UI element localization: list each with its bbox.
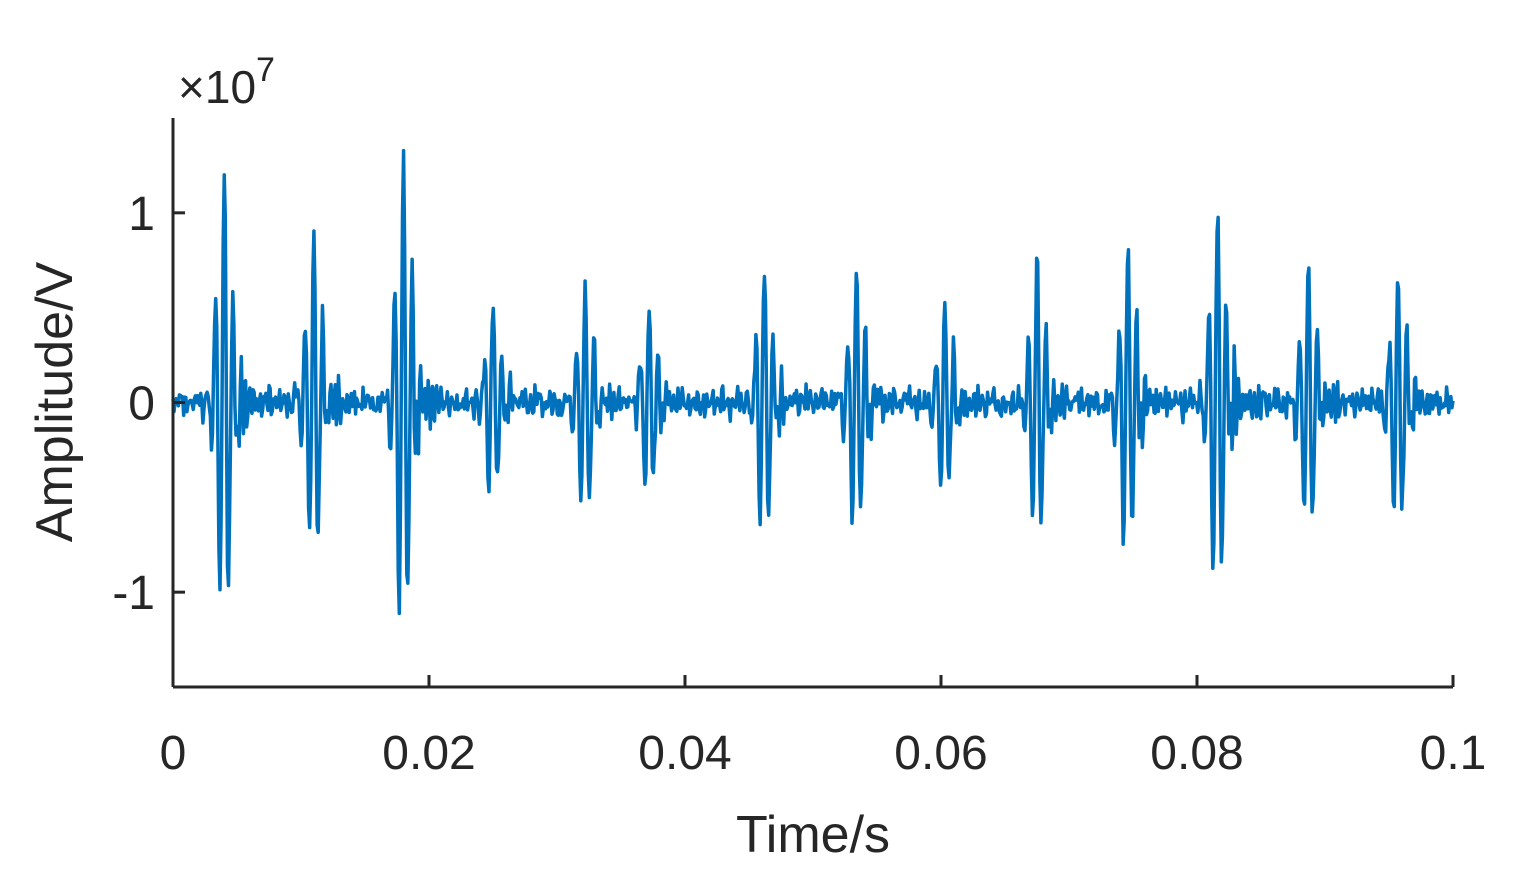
plot-area bbox=[171, 148, 1455, 616]
signal-line bbox=[171, 148, 1455, 616]
x-tick-label: 0.02 bbox=[382, 727, 475, 780]
y-tick-label: 0 bbox=[128, 378, 155, 431]
x-tick-label: 0.1 bbox=[1420, 727, 1487, 780]
x-tick-label: 0 bbox=[160, 727, 187, 780]
x-tick-label: 0.04 bbox=[638, 727, 731, 780]
y-exponent-label: ×107 bbox=[178, 51, 275, 113]
x-ticks: 0 0.02 0.04 0.06 0.08 0.1 bbox=[160, 675, 1487, 780]
x-tick-label: 0.08 bbox=[1150, 727, 1243, 780]
y-ticks: -1 0 1 bbox=[112, 188, 185, 620]
x-tick-label: 0.06 bbox=[894, 727, 987, 780]
y-tick-label: -1 bbox=[112, 567, 155, 620]
y-axis-label: Amplitude/V bbox=[26, 262, 84, 543]
x-axis-label: Time/s bbox=[736, 806, 890, 864]
y-exponent-power: 7 bbox=[256, 51, 275, 89]
y-tick-label: 1 bbox=[128, 188, 155, 241]
